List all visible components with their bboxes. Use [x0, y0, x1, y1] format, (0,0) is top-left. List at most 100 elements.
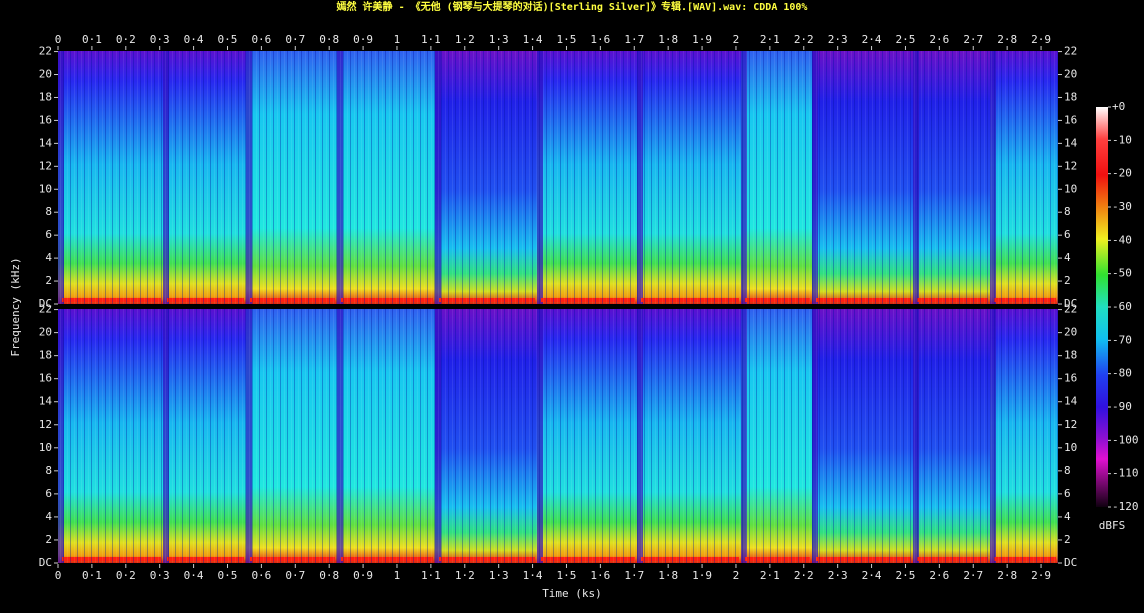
- y-tick-label: 22: [1064, 303, 1077, 316]
- colorbar: [1096, 107, 1108, 507]
- x-tick-label: 1·4: [523, 33, 543, 46]
- y-tick-label: 10: [1064, 182, 1077, 195]
- x-tick-label: 0·5: [218, 33, 238, 46]
- y-tick-label: 2: [45, 533, 52, 546]
- y-tick-label: 10: [1064, 441, 1077, 454]
- y-tick-label: 6: [1064, 487, 1071, 500]
- x-tick-label: 1·2: [455, 569, 475, 582]
- colorbar-tick-label: -20: [1112, 167, 1132, 180]
- y-tick-label: 20: [39, 326, 52, 339]
- x-tick-label: 0·8: [319, 569, 339, 582]
- y-tick-label: 4: [1064, 510, 1071, 523]
- x-tick-label: 2·2: [794, 33, 814, 46]
- x-tick-label: 2·3: [828, 33, 848, 46]
- spectrogram-texture: [58, 51, 1058, 304]
- x-tick-label: 1·6: [590, 33, 610, 46]
- colorbar-tick-label: -90: [1112, 400, 1132, 413]
- x-tick-label: 0: [55, 569, 62, 582]
- y-tick-label: 22: [1064, 45, 1077, 58]
- x-tick-label: 0·4: [184, 33, 204, 46]
- x-tick-label: 2·3: [828, 569, 848, 582]
- x-tick-label: 2·2: [794, 569, 814, 582]
- x-tick-label: 1·4: [523, 569, 543, 582]
- y-tick-label: 4: [45, 251, 52, 264]
- x-tick-label: 0·6: [251, 569, 271, 582]
- x-tick-label: 2·8: [997, 569, 1017, 582]
- y-tick-label: 8: [45, 464, 52, 477]
- x-tick-label: 1·5: [557, 33, 577, 46]
- y-tick-label: 12: [39, 418, 52, 431]
- y-tick-label: 14: [1064, 136, 1078, 149]
- x-tick-label: 1: [394, 33, 401, 46]
- y-axis-label: Frequency (kHz): [9, 257, 22, 356]
- x-tick-label: 2·5: [896, 33, 916, 46]
- y-tick-label: 6: [1064, 228, 1071, 241]
- x-tick-label: 1·2: [455, 33, 475, 46]
- x-tick-label: 0·6: [251, 33, 271, 46]
- y-tick-label: 22: [39, 303, 52, 316]
- y-tick-label: DC: [39, 297, 52, 310]
- spectrogram: [58, 51, 1058, 563]
- y-tick-label: DC: [39, 556, 52, 569]
- x-tick-label: 0·1: [82, 569, 102, 582]
- y-tick-label: 2: [1064, 274, 1071, 287]
- colorbar-tick-label: +0: [1112, 100, 1125, 113]
- y-tick-label: 8: [45, 205, 52, 218]
- y-tick-label: 2: [45, 274, 52, 287]
- x-tick-label: 2: [733, 33, 740, 46]
- x-tick-label: 2·7: [963, 33, 983, 46]
- y-tick-label: 4: [45, 510, 52, 523]
- colorbar-tick-label: -80: [1112, 367, 1132, 380]
- y-tick-label: 18: [1064, 90, 1077, 103]
- x-tick-label: 0·3: [150, 569, 170, 582]
- x-tick-label: 2·6: [929, 569, 949, 582]
- colorbar-tick-label: -120: [1112, 500, 1139, 513]
- x-tick-label: 0·9: [353, 569, 373, 582]
- colorbar-tick-label: -60: [1112, 300, 1132, 313]
- x-tick-label: 2·4: [862, 569, 882, 582]
- x-tick-label: 1·3: [489, 569, 509, 582]
- y-tick-label: 12: [39, 159, 52, 172]
- x-tick-label: 2·8: [997, 33, 1017, 46]
- y-tick-label: 14: [1064, 395, 1078, 408]
- colorbar-tick-label: -10: [1112, 133, 1132, 146]
- x-tick-label: 2: [733, 569, 740, 582]
- x-tick-label: 1·3: [489, 33, 509, 46]
- x-tick-label: 1·9: [692, 33, 712, 46]
- y-tick-label: 12: [1064, 159, 1077, 172]
- y-tick-label: 22: [39, 45, 52, 58]
- x-tick-label: 0·9: [353, 33, 373, 46]
- x-tick-label: 1·1: [421, 569, 441, 582]
- y-tick-label: 14: [39, 136, 53, 149]
- x-tick-label: 2·9: [1031, 33, 1051, 46]
- y-tick-label: 6: [45, 228, 52, 241]
- y-tick-label: 18: [1064, 349, 1077, 362]
- y-tick-label: 18: [39, 90, 52, 103]
- x-tick-label: 0·2: [116, 33, 136, 46]
- colorbar-tick-label: -40: [1112, 233, 1132, 246]
- spectrogram-texture: [58, 309, 1058, 563]
- y-tick-label: DC: [1064, 297, 1077, 310]
- x-tick-label: 1·9: [692, 569, 712, 582]
- y-tick-label: 10: [39, 441, 52, 454]
- x-tick-label: 0·7: [285, 33, 305, 46]
- x-axis-label: Time (ks): [542, 587, 602, 600]
- y-tick-label: 20: [1064, 326, 1077, 339]
- x-tick-label: 1: [394, 569, 401, 582]
- y-tick-label: 14: [39, 395, 53, 408]
- chart-title: 嫣然 许美静 - 《无他 (钢琴与大提琴的对话)[Sterling Silver…: [336, 0, 808, 13]
- colorbar-tick-label: -110: [1112, 467, 1139, 480]
- y-tick-label: 12: [1064, 418, 1077, 431]
- y-tick-label: 20: [39, 68, 52, 81]
- x-tick-label: 2·4: [862, 33, 882, 46]
- x-tick-label: 0·3: [150, 33, 170, 46]
- y-tick-label: 16: [39, 113, 52, 126]
- x-tick-label: 2·7: [963, 569, 983, 582]
- x-tick-label: 1·1: [421, 33, 441, 46]
- y-tick-label: 16: [1064, 113, 1077, 126]
- y-tick-label: 10: [39, 182, 52, 195]
- colorbar-tick-label: -70: [1112, 333, 1132, 346]
- x-tick-label: 0·5: [218, 569, 238, 582]
- x-tick-label: 1·8: [658, 33, 678, 46]
